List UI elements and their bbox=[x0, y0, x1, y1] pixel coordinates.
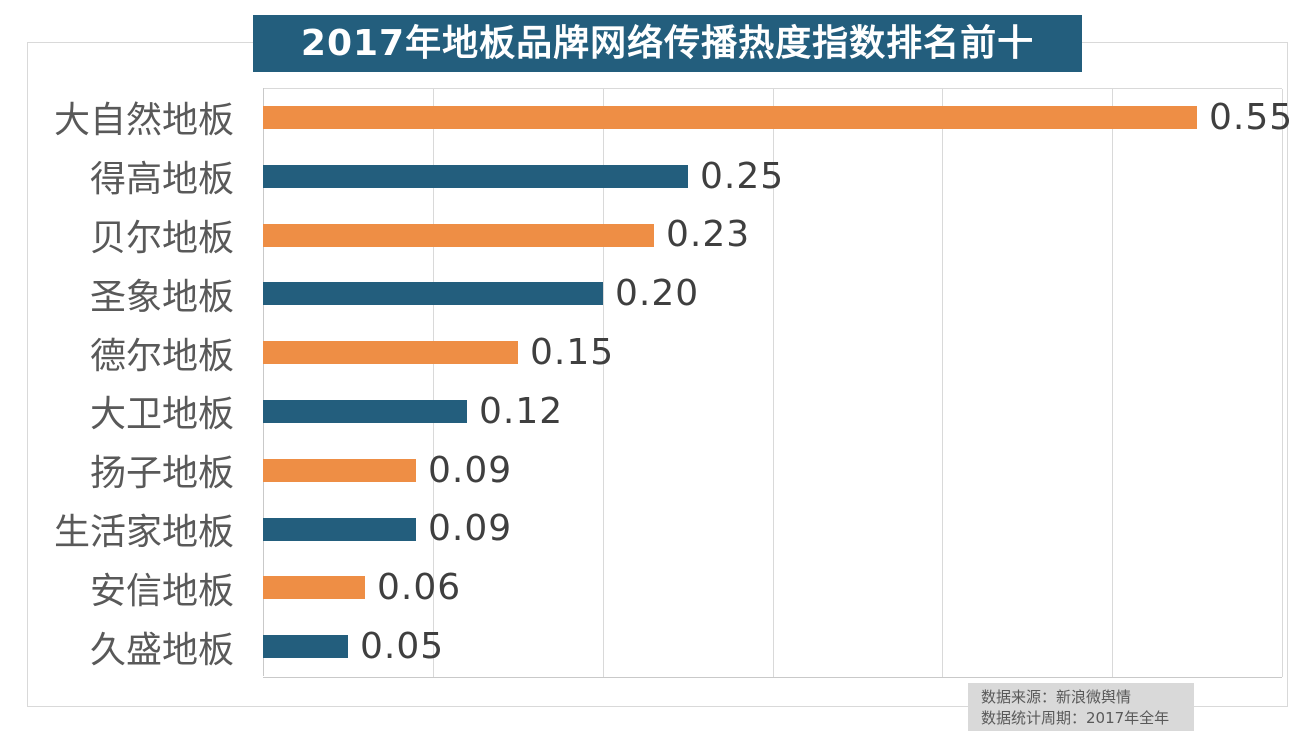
gridline-x-0.4 bbox=[942, 89, 943, 677]
bar-value-label-0: 0.55 bbox=[1209, 96, 1294, 138]
bar-value-label-8: 0.06 bbox=[377, 567, 462, 609]
bar-value-label-5: 0.12 bbox=[479, 390, 564, 432]
bar-8 bbox=[263, 576, 365, 600]
bar-2 bbox=[263, 223, 654, 247]
bar-3 bbox=[263, 282, 603, 306]
bar-value-label-3: 0.20 bbox=[615, 273, 700, 315]
source-note: 数据来源：新浪微舆情 数据统计周期：2017年全年 bbox=[968, 683, 1194, 731]
bar-value-label-4: 0.15 bbox=[530, 332, 615, 374]
gridline-x-0.6 bbox=[1282, 89, 1283, 677]
plot-area bbox=[263, 88, 1283, 678]
bar-value-label-2: 0.23 bbox=[666, 214, 751, 256]
category-label-1: 得高地板 bbox=[89, 159, 234, 201]
category-label-2: 贝尔地板 bbox=[89, 217, 234, 259]
bar-5 bbox=[263, 399, 467, 423]
bar-4 bbox=[263, 341, 518, 365]
gridline-x-0.2 bbox=[603, 89, 604, 677]
bar-value-label-1: 0.25 bbox=[700, 155, 785, 197]
bar-7 bbox=[263, 517, 416, 541]
category-label-0: 大自然地板 bbox=[53, 100, 234, 142]
category-label-9: 久盛地板 bbox=[89, 629, 234, 671]
bar-value-label-6: 0.09 bbox=[428, 449, 513, 491]
source-note-line1: 数据来源：新浪微舆情 bbox=[981, 688, 1132, 706]
category-label-3: 圣象地板 bbox=[89, 276, 234, 318]
gridline-x-0.5 bbox=[1112, 89, 1113, 677]
bar-series: 0.55 0.25 0.23 0.20 0.15 0.12 0.09 0.09 0.06 0.05 bbox=[263, 88, 1314, 676]
bar-value-label-7: 0.09 bbox=[428, 508, 513, 550]
bar-value-label-9: 0.05 bbox=[360, 626, 445, 668]
category-label-8: 安信地板 bbox=[89, 570, 234, 612]
category-label-5: 大卫地板 bbox=[89, 394, 234, 436]
bar-1 bbox=[263, 164, 688, 188]
category-label-4: 德尔地板 bbox=[89, 335, 234, 377]
gridline-x-0.1 bbox=[433, 89, 434, 677]
gridline-x-0.3 bbox=[773, 89, 774, 677]
bar-0 bbox=[263, 105, 1197, 129]
category-axis-labels: 大自然地板得高地板贝尔地板圣象地板德尔地板大卫地板扬子地板生活家地板安信地板久盛… bbox=[0, 88, 234, 676]
chart-title: 2017年地板品牌网络传播热度指数排名前十 bbox=[253, 15, 1082, 72]
category-label-7: 生活家地板 bbox=[53, 511, 234, 553]
category-label-6: 扬子地板 bbox=[89, 453, 234, 495]
bar-9 bbox=[263, 635, 348, 659]
bar-6 bbox=[263, 458, 416, 482]
source-note-line2: 数据统计周期：2017年全年 bbox=[981, 709, 1170, 727]
y-axis-line bbox=[263, 88, 264, 676]
